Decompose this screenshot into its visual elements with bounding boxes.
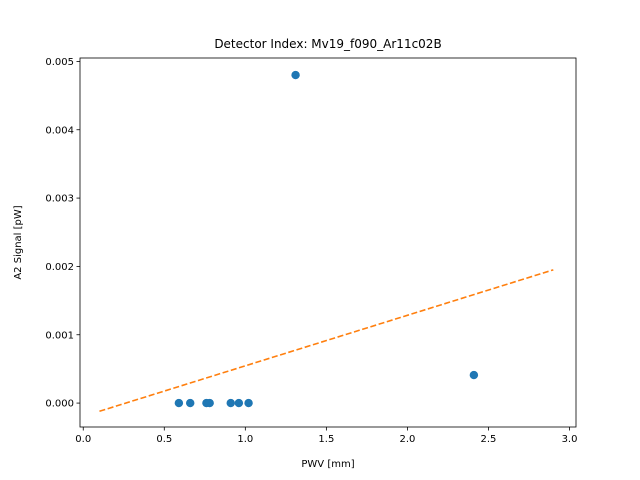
scatter-point bbox=[244, 398, 253, 408]
y-tick-label: 0.004 bbox=[45, 125, 74, 136]
x-axis: 0.0 0.5 1.0 1.5 2.0 2.5 3.0 bbox=[75, 427, 577, 445]
scatter-point bbox=[234, 398, 244, 408]
scatter-point bbox=[205, 398, 214, 408]
x-tick-label: 0.0 bbox=[75, 434, 91, 445]
x-tick-label: 2.5 bbox=[481, 434, 497, 445]
x-axis-label: PWV [mm] bbox=[301, 459, 354, 470]
chart-title: Detector Index: Mv19_f090_Ar11c02B bbox=[214, 37, 441, 51]
x-tick-label: 2.0 bbox=[399, 434, 415, 445]
scatter-point bbox=[186, 398, 195, 408]
scatter-point bbox=[291, 70, 300, 80]
x-tick-label: 1.0 bbox=[237, 434, 253, 445]
scatter-point bbox=[226, 398, 235, 408]
y-axis: 0.000 0.001 0.002 0.003 0.004 0.005 bbox=[45, 57, 80, 410]
y-axis-label: A2 Signal [pW] bbox=[13, 205, 24, 279]
fit-line bbox=[99, 269, 554, 413]
y-tick-label: 0.000 bbox=[45, 399, 74, 410]
y-tick-label: 0.003 bbox=[45, 194, 74, 205]
x-tick-label: 3.0 bbox=[562, 434, 578, 445]
series-layer bbox=[99, 70, 554, 413]
x-tick-label: 0.5 bbox=[156, 434, 172, 445]
y-tick-label: 0.001 bbox=[45, 330, 74, 341]
scatter-point bbox=[469, 370, 479, 380]
y-tick-label: 0.002 bbox=[45, 262, 74, 273]
x-tick-label: 1.5 bbox=[318, 434, 334, 445]
scatter-point bbox=[174, 398, 184, 408]
y-tick-label: 0.005 bbox=[45, 57, 74, 68]
plot-frame bbox=[79, 57, 577, 428]
